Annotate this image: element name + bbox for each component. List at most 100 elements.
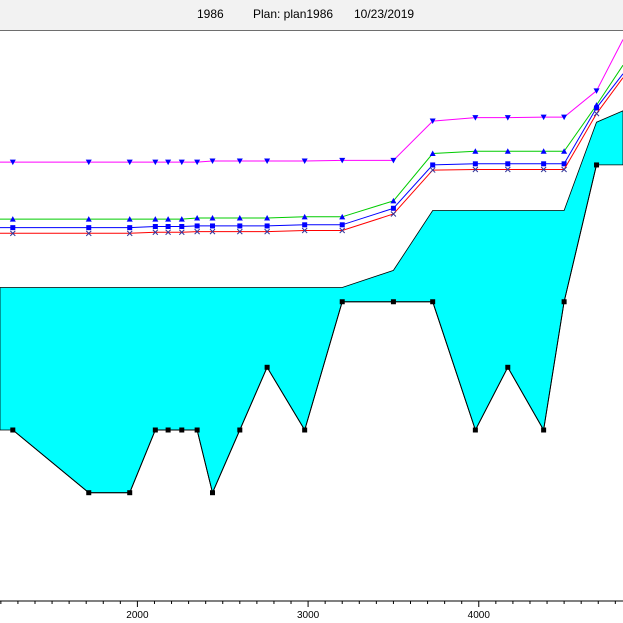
series-4-point (209, 228, 216, 235)
series-3-point (237, 223, 243, 229)
series-1-point (236, 158, 243, 164)
series-4-point (264, 228, 270, 235)
ground-point (430, 299, 436, 305)
series-3-point (264, 223, 270, 229)
series-4-point (339, 227, 346, 234)
series-4-point (429, 167, 436, 173)
series-1-point (85, 159, 92, 166)
header-date: 10/23/2019 (354, 7, 415, 21)
series-2-point (264, 214, 271, 221)
series-1-point (165, 159, 172, 166)
series-3-point (505, 161, 511, 167)
series-4-point (194, 228, 200, 235)
series-1-point (390, 157, 397, 164)
series-4-point (301, 227, 308, 234)
series-1-point (209, 158, 216, 164)
series-3-point (541, 161, 547, 167)
series-4-point (540, 166, 547, 173)
series-4-point (178, 229, 185, 236)
ground-point (561, 299, 567, 305)
series-3-point (594, 105, 600, 111)
header-year: 1986 (197, 7, 224, 21)
series-4-point (593, 110, 600, 117)
series-line-2 (0, 64, 623, 220)
fill-layer (0, 110, 623, 494)
series-2-point (9, 216, 16, 222)
series-2-point (429, 150, 436, 157)
series-2-point (152, 216, 159, 222)
x-axis: 2000 3000 4000 (0, 600, 623, 621)
series-3-point (165, 224, 171, 230)
series-1-point (178, 159, 185, 166)
series-4-point (165, 229, 171, 236)
series-1-point (301, 158, 308, 164)
series-2-point (472, 148, 479, 154)
series-2-point (339, 213, 346, 220)
series-3-point (302, 222, 308, 228)
series-3-point (430, 162, 436, 168)
series-1-point (339, 157, 346, 164)
ground-point (179, 427, 185, 433)
series-line-1 (0, 39, 623, 163)
series-3-point (561, 161, 567, 167)
series-3-point (339, 222, 345, 228)
ground-point (472, 427, 478, 433)
series-2-point (540, 148, 547, 154)
ground-point (264, 364, 270, 370)
series-3-point (390, 205, 396, 211)
series-3-point (210, 223, 216, 229)
ground-point (194, 427, 200, 433)
series-1-point (540, 114, 547, 121)
ground-point (10, 427, 16, 433)
series-4-point (390, 211, 397, 217)
series-3-point (152, 224, 158, 230)
series-1-point (593, 88, 600, 94)
series-1-point (472, 115, 479, 121)
series-1-point (152, 159, 159, 166)
ground-point (339, 299, 345, 305)
series-2-point (165, 216, 172, 222)
series-2-point (236, 214, 243, 221)
series-line-4 (0, 77, 623, 234)
series-4-point (472, 166, 479, 173)
ground-point (237, 427, 243, 433)
series-4-point (504, 166, 511, 173)
series-2-point (561, 148, 568, 154)
series-1-point (429, 118, 436, 125)
series-2-point (390, 197, 397, 204)
chart-header: 1986 Plan: plan1986 10/23/2019 (0, 0, 623, 31)
ground-point (152, 427, 158, 433)
series-4-point (561, 166, 567, 173)
series-2-point (85, 216, 92, 222)
series-3-point (179, 224, 185, 230)
ground-point (505, 364, 511, 370)
series-1-point (264, 158, 271, 164)
series-layer (0, 39, 623, 237)
series-2-point (209, 214, 216, 221)
series-2-point (126, 216, 133, 222)
series-line-3 (0, 73, 623, 229)
series-3-point (10, 225, 16, 231)
profile-plot: 2000 3000 4000 (0, 39, 623, 621)
series-3-point (472, 161, 478, 167)
ground-point (127, 490, 133, 496)
ground-point (390, 299, 396, 305)
ground-layer (10, 162, 600, 496)
header-plan: Plan: plan1986 (253, 7, 334, 21)
series-4-point (236, 228, 243, 235)
ground-point (302, 427, 308, 433)
ground-point (86, 490, 92, 496)
series-1-point (504, 115, 511, 121)
series-4-point (9, 230, 16, 237)
series-2-point (194, 214, 201, 221)
series-3-point (86, 225, 92, 231)
ground-point (165, 427, 171, 433)
series-2-point (301, 213, 308, 220)
series-4-point (126, 230, 133, 237)
ground-point (541, 427, 547, 433)
series-2-point (178, 216, 185, 222)
ground-point (210, 490, 216, 496)
x-tick-label: 3000 (297, 610, 320, 621)
x-tick-label: 2000 (126, 610, 149, 621)
series-1-point (126, 159, 133, 166)
